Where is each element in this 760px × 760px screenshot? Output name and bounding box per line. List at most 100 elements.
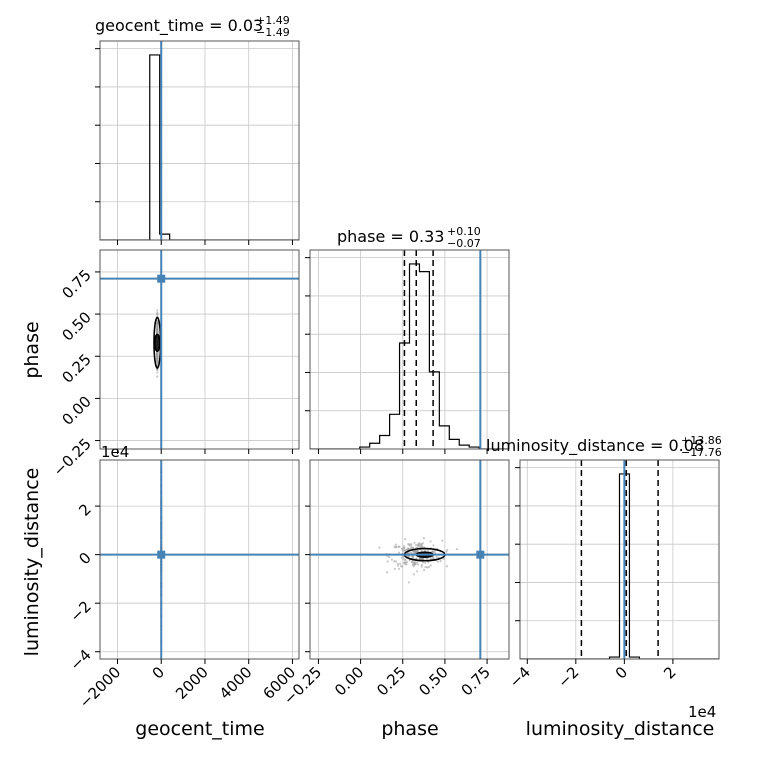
sample-point bbox=[399, 562, 402, 565]
x-tick-label-phase: 0.75 bbox=[458, 663, 494, 699]
title-geocent-time: geocent_time = 0.03 +1.49 −1.49 bbox=[95, 14, 290, 39]
x-offset-label: 1e4 bbox=[688, 703, 716, 721]
contour-level-1 bbox=[153, 333, 161, 352]
title-luminosity-distance-lower: −17.76 bbox=[681, 446, 722, 459]
x-tick-label-phase: 0.00 bbox=[331, 663, 367, 699]
sample-point bbox=[394, 560, 397, 563]
sample-point bbox=[410, 544, 413, 548]
sample-point bbox=[427, 560, 430, 564]
y-tick-label-luminosity_distance: −4 bbox=[66, 646, 94, 674]
sample-point bbox=[385, 571, 389, 574]
sample-point bbox=[414, 544, 418, 547]
sample-point bbox=[415, 557, 418, 560]
sample-point bbox=[393, 567, 396, 571]
sample-point bbox=[422, 568, 426, 572]
sample-point bbox=[421, 561, 425, 564]
y-tick-label-phase: 0.75 bbox=[58, 266, 94, 302]
y-tick-label-luminosity_distance: −2 bbox=[66, 597, 94, 625]
sample-point bbox=[439, 559, 442, 563]
x-axis-label-geocent-time: geocent_time bbox=[135, 718, 264, 740]
sample-point bbox=[420, 563, 423, 566]
panel-content bbox=[310, 460, 509, 659]
sample-point bbox=[402, 545, 406, 548]
sample-point bbox=[427, 566, 431, 569]
sample-point bbox=[397, 551, 401, 554]
panel-frame bbox=[99, 249, 300, 450]
sample-point bbox=[400, 565, 403, 568]
sample-point bbox=[445, 550, 448, 553]
sample-point bbox=[410, 542, 413, 546]
truth-marker bbox=[157, 550, 166, 559]
title-phase-upper: +0.10 bbox=[447, 225, 481, 238]
panel-content bbox=[100, 250, 299, 449]
sample-point bbox=[393, 560, 396, 563]
sample-point bbox=[409, 551, 412, 554]
sample-point bbox=[156, 361, 159, 364]
sample-point bbox=[386, 560, 389, 563]
sample-point bbox=[156, 363, 159, 366]
sample-point bbox=[156, 368, 159, 372]
x-tick-label-geocent_time: −2000 bbox=[76, 663, 125, 712]
sample-point bbox=[442, 557, 445, 561]
sample-point bbox=[413, 562, 416, 565]
truth-marker bbox=[476, 550, 485, 559]
sample-point bbox=[429, 564, 432, 567]
x-tick-label-geocent_time: 0 bbox=[149, 663, 168, 682]
sample-point bbox=[411, 563, 414, 566]
sample-point bbox=[426, 549, 429, 552]
sample-point bbox=[156, 358, 159, 361]
sample-point bbox=[406, 560, 409, 564]
y-tick-label-luminosity_distance: 0 bbox=[75, 549, 94, 568]
sample-point bbox=[404, 538, 407, 541]
x-tick-label-luminosity_distance: 2 bbox=[660, 663, 679, 682]
sample-point bbox=[405, 563, 408, 566]
y-axis-label-luminosity-distance: luminosity_distance bbox=[21, 468, 43, 657]
sample-point bbox=[156, 320, 159, 323]
sample-point bbox=[436, 560, 439, 563]
y-tick-label-phase: 0.50 bbox=[58, 308, 94, 344]
sample-point bbox=[420, 544, 423, 547]
y-tick-label-luminosity_distance: 2 bbox=[75, 500, 94, 519]
sample-point bbox=[156, 353, 159, 356]
sample-point bbox=[422, 537, 426, 540]
panel-phase-vs-phase bbox=[305, 249, 510, 454]
sample-point bbox=[378, 546, 381, 549]
x-tick-label-luminosity_distance: −2 bbox=[554, 663, 582, 691]
title-phase-lower: −0.07 bbox=[447, 237, 481, 250]
sample-point bbox=[455, 548, 459, 551]
panel-phase-vs-geocent_time: −0.25 0.00 0.25 0.50 0.75 bbox=[50, 249, 300, 480]
panel-content bbox=[310, 250, 509, 449]
title-luminosity-distance: luminosity_distance = 0.08 +13.86 −17.76 bbox=[486, 434, 722, 459]
sample-point bbox=[416, 549, 419, 553]
sample-point bbox=[424, 566, 427, 569]
title-phase-main: phase = 0.33 bbox=[337, 227, 444, 246]
sample-point bbox=[415, 561, 419, 564]
sample-point bbox=[394, 546, 397, 549]
x-tick-label-phase: 0.25 bbox=[373, 663, 409, 699]
sample-point bbox=[417, 544, 420, 547]
sample-point bbox=[420, 565, 423, 568]
histogram-phase bbox=[310, 263, 509, 449]
sample-point bbox=[445, 565, 449, 568]
sample-point bbox=[411, 560, 414, 563]
title-geocent-time-main: geocent_time = 0.03 bbox=[95, 16, 263, 36]
histogram-geocent_time bbox=[100, 54, 299, 240]
title-luminosity-distance-upper: +13.86 bbox=[681, 434, 722, 447]
panel-frame bbox=[519, 459, 720, 660]
sample-point bbox=[396, 564, 400, 567]
y-axis-label-phase: phase bbox=[21, 321, 43, 378]
y-tick-label-phase: 0.25 bbox=[58, 350, 94, 386]
title-phase: phase = 0.33 +0.10 −0.07 bbox=[337, 225, 481, 250]
x-axis-label-phase: phase bbox=[381, 718, 438, 740]
panel-luminosity_distance-vs-phase: −0.25 0.00 0.25 0.50 0.75 bbox=[280, 459, 510, 708]
sample-point bbox=[403, 547, 406, 550]
panel-frame bbox=[309, 459, 510, 660]
sample-point bbox=[396, 562, 399, 565]
sample-point bbox=[388, 555, 391, 559]
sample-point bbox=[403, 561, 406, 564]
panel-geocent_time-vs-geocent_time bbox=[95, 40, 300, 245]
sample-point bbox=[397, 567, 401, 570]
sample-point bbox=[402, 549, 405, 552]
title-geocent-time-lower: −1.49 bbox=[256, 26, 290, 39]
panel-content bbox=[100, 41, 299, 240]
